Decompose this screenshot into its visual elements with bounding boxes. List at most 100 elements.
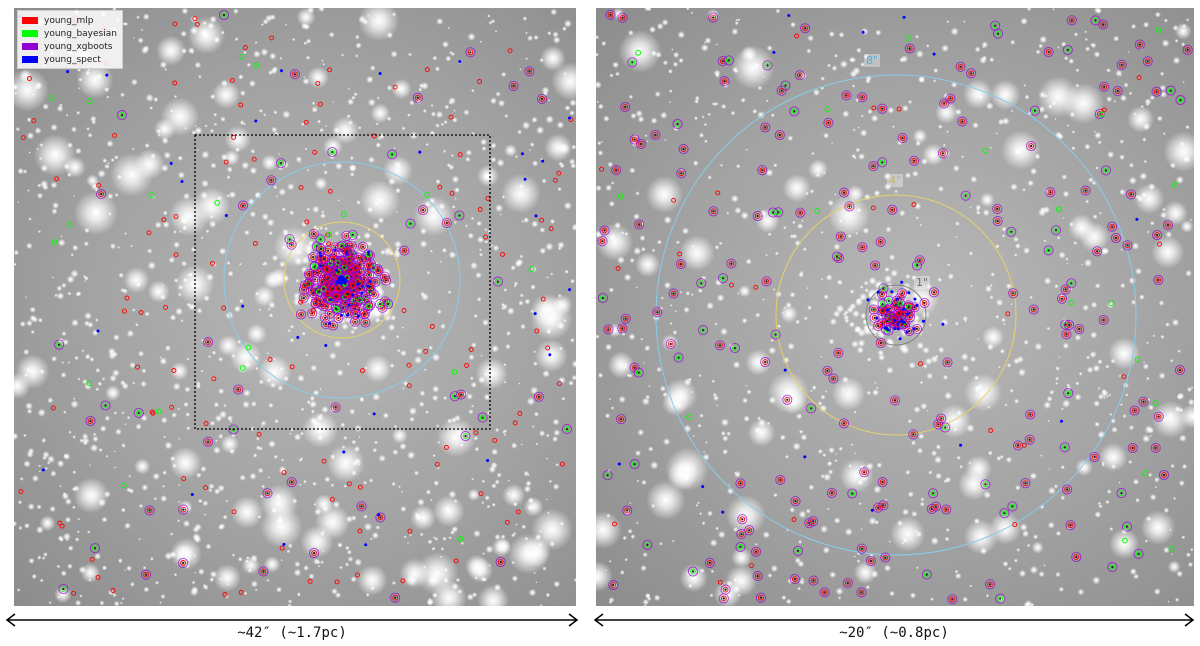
star-core [941, 152, 944, 155]
mlp-marker [841, 420, 847, 427]
star [72, 397, 76, 401]
star [1007, 566, 1012, 571]
star-core [1120, 492, 1123, 495]
xgboots-marker [903, 301, 914, 313]
star-core [799, 211, 802, 214]
star [393, 160, 402, 169]
mlp-marker [1030, 306, 1037, 313]
star [1048, 468, 1051, 471]
bayesian-marker [326, 231, 333, 238]
star [370, 586, 375, 591]
star-core [1104, 169, 1108, 172]
xgboots-marker [947, 594, 958, 605]
star [531, 116, 538, 124]
mlp-marker [329, 496, 335, 502]
star [60, 235, 63, 238]
star [525, 31, 528, 35]
star [163, 151, 172, 160]
star [194, 571, 197, 574]
star-core [324, 316, 327, 319]
star [132, 308, 136, 312]
star [132, 37, 135, 39]
star [276, 586, 282, 593]
mlp-marker [1118, 61, 1125, 68]
mlp-marker [871, 105, 877, 111]
star [546, 276, 549, 279]
star [1058, 586, 1064, 592]
star [435, 178, 441, 185]
star [129, 581, 135, 587]
xgboots-marker [141, 569, 152, 580]
star [850, 443, 854, 447]
star [27, 503, 35, 511]
xgboots-marker [930, 501, 941, 512]
mlp-marker [624, 507, 631, 514]
star [513, 281, 519, 286]
star [569, 99, 576, 107]
star-core [804, 27, 807, 30]
star [1090, 301, 1098, 309]
star [1006, 363, 1012, 368]
star [922, 363, 928, 369]
star [1147, 404, 1155, 411]
star [1016, 548, 1021, 552]
star [713, 69, 721, 77]
spect-marker [333, 248, 337, 252]
mlp-marker [361, 311, 367, 318]
star-core [367, 253, 370, 256]
legend-swatch-red [22, 17, 38, 24]
star [212, 377, 215, 380]
xgboots-marker [1182, 44, 1193, 55]
star [117, 246, 120, 249]
star-core [337, 287, 340, 290]
star [521, 121, 531, 130]
star [140, 28, 144, 32]
spect-marker [280, 69, 283, 73]
xgboots-marker [880, 552, 891, 563]
star [928, 323, 932, 327]
mlp-marker [222, 592, 228, 597]
xgboots-marker [298, 292, 309, 304]
star [431, 353, 441, 362]
mlp-marker [637, 141, 644, 147]
star [37, 317, 43, 323]
star [224, 594, 229, 599]
star [223, 403, 227, 408]
star [369, 65, 376, 71]
star-core [1154, 446, 1157, 449]
star-layer [596, 8, 1194, 606]
star [885, 226, 892, 233]
mlp-marker [327, 67, 333, 73]
star [720, 327, 728, 336]
star [989, 57, 995, 63]
star-core [387, 302, 390, 306]
mlp-marker [1113, 235, 1119, 241]
star [169, 314, 177, 321]
star [669, 322, 673, 325]
star [289, 324, 295, 329]
mlp-marker [671, 197, 677, 203]
star [1142, 137, 1147, 142]
mlp-marker [794, 33, 800, 39]
star [630, 112, 637, 120]
mlp-marker [879, 105, 886, 112]
star [440, 547, 445, 551]
bayesian-marker [245, 344, 252, 351]
star [766, 99, 769, 103]
star [368, 412, 371, 416]
star [1182, 81, 1185, 84]
star [1075, 458, 1093, 477]
mlp-marker [371, 291, 377, 298]
mlp-marker [849, 490, 856, 497]
star-core [1093, 455, 1096, 459]
star [1142, 361, 1146, 364]
cluster-core [335, 275, 348, 285]
star [427, 539, 433, 545]
star [140, 380, 147, 388]
star [840, 282, 843, 285]
star [56, 105, 64, 113]
star [596, 561, 613, 592]
star [305, 38, 312, 44]
spect-marker [617, 462, 621, 466]
star [597, 372, 604, 379]
